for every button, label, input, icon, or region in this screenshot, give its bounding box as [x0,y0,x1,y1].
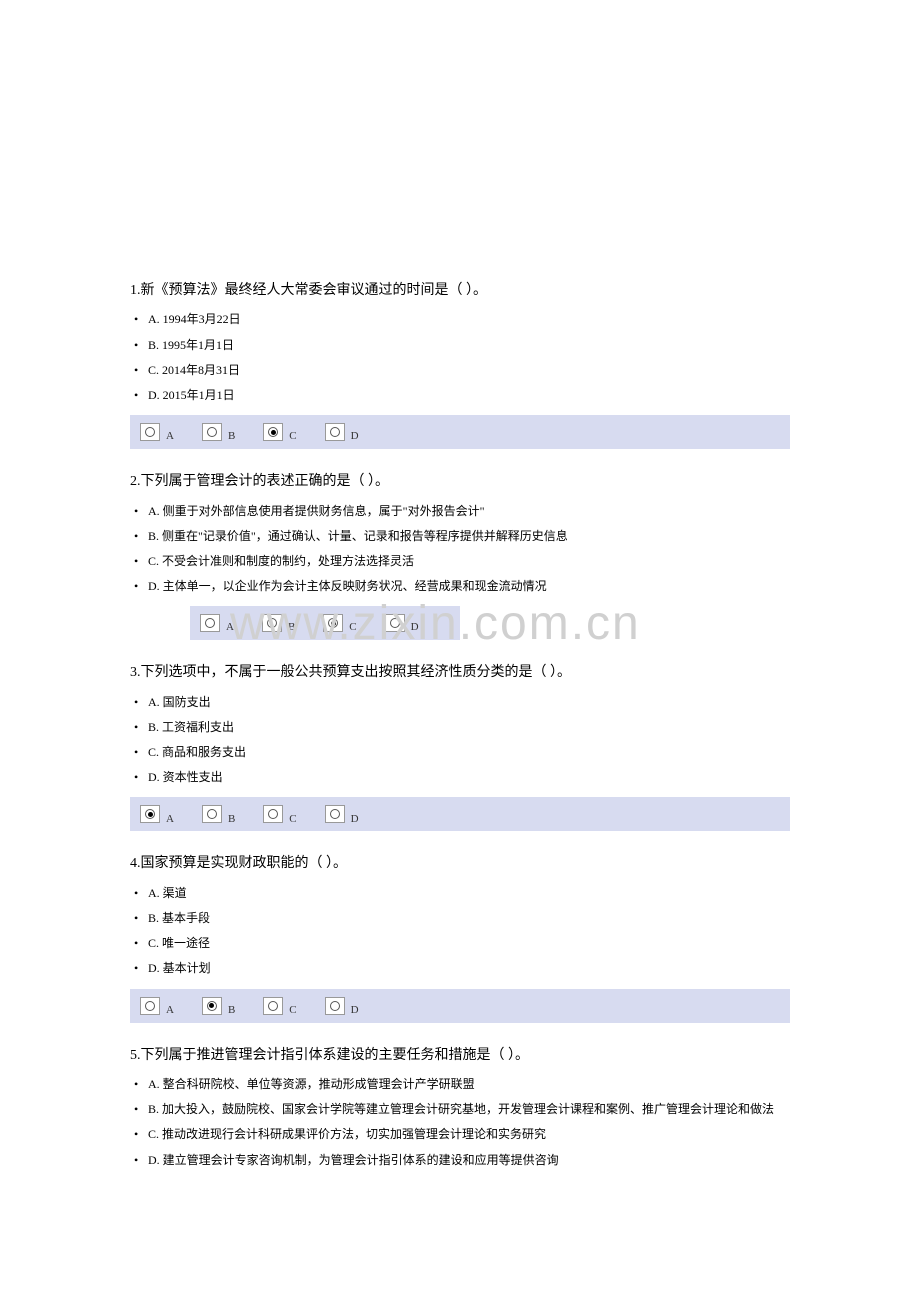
radio-selected-dot [209,1003,214,1008]
radio-label: A [166,1002,174,1020]
radio-option-a[interactable]: A [140,805,174,823]
radio-button[interactable] [325,423,345,441]
radio-row-2: A B C D [190,606,460,640]
radio-button[interactable] [140,997,160,1015]
option-item: C. 不受会计准则和制度的制约，处理方法选择灵活 [130,552,790,571]
radio-label: C [289,1002,296,1020]
radio-label: B [228,1002,235,1020]
options-list-5: A. 整合科研院校、单位等资源，推动形成管理会计产学研联盟 B. 加大投入，鼓励院… [130,1075,790,1170]
option-item: A. 1994年3月22日 [130,310,790,329]
radio-button[interactable] [325,997,345,1015]
radio-button[interactable] [263,997,283,1015]
radio-option-c[interactable]: C [263,997,296,1015]
radio-button[interactable] [140,805,160,823]
options-list-2: A. 侧重于对外部信息使用者提供财务信息，属于"对外报告会计" B. 侧重在"记录… [130,502,790,597]
radio-button[interactable] [202,805,222,823]
radio-option-b[interactable]: B [202,805,235,823]
radio-button[interactable] [325,805,345,823]
option-item: B. 1995年1月1日 [130,336,790,355]
radio-label: A [226,619,234,637]
radio-button[interactable] [323,614,343,632]
option-item: B. 侧重在"记录价值"，通过确认、计量、记录和报告等程序提供并解释历史信息 [130,527,790,546]
radio-button[interactable] [202,423,222,441]
radio-option-c[interactable]: C [263,423,296,441]
radio-label: C [289,811,296,829]
radio-selected-dot [148,812,153,817]
radio-option-c[interactable]: C [263,805,296,823]
radio-button[interactable] [140,423,160,441]
options-list-4: A. 渠道 B. 基本手段 C. 唯一途径 D. 基本计划 [130,884,790,979]
option-item: A. 国防支出 [130,693,790,712]
radio-option-d[interactable]: D [385,614,419,632]
option-item: B. 工资福利支出 [130,718,790,737]
option-item: C. 2014年8月31日 [130,361,790,380]
radio-option-a[interactable]: A [140,997,174,1015]
radio-button[interactable] [263,805,283,823]
radio-option-d[interactable]: D [325,423,359,441]
radio-row-3: A B C D [130,797,790,831]
radio-label: D [411,619,419,637]
radio-option-a[interactable]: A [140,423,174,441]
option-item: D. 资本性支出 [130,768,790,787]
radio-row-4: A B C D [130,989,790,1023]
radio-option-b[interactable]: B [262,614,295,632]
radio-option-b[interactable]: B [202,423,235,441]
radio-label: A [166,811,174,829]
radio-label: D [351,428,359,446]
option-item: B. 加大投入，鼓励院校、国家会计学院等建立管理会计研究基地，开发管理会计课程和… [130,1100,790,1119]
radio-selected-dot [331,621,336,626]
radio-label: C [289,428,296,446]
radio-option-c[interactable]: C [323,614,356,632]
option-item: D. 2015年1月1日 [130,386,790,405]
option-item: A. 侧重于对外部信息使用者提供财务信息，属于"对外报告会计" [130,502,790,521]
option-item: D. 主体单一，以企业作为会计主体反映财务状况、经营成果和现金流动情况 [130,577,790,596]
radio-option-a[interactable]: A [200,614,234,632]
question-title-5: 5.下列属于推进管理会计指引体系建设的主要任务和措施是（ ）。 [130,1045,790,1067]
radio-button[interactable] [262,614,282,632]
radio-label: D [351,1002,359,1020]
radio-option-d[interactable]: D [325,997,359,1015]
option-item: C. 唯一途径 [130,934,790,953]
radio-button[interactable] [385,614,405,632]
radio-button[interactable] [200,614,220,632]
radio-selected-dot [271,430,276,435]
radio-button[interactable] [202,997,222,1015]
option-item: B. 基本手段 [130,909,790,928]
option-item: C. 商品和服务支出 [130,743,790,762]
option-item: C. 推动改进现行会计科研成果评价方法，切实加强管理会计理论和实务研究 [130,1125,790,1144]
radio-button[interactable] [263,423,283,441]
option-item: D. 建立管理会计专家咨询机制，为管理会计指引体系的建设和应用等提供咨询 [130,1151,790,1170]
radio-label: B [228,428,235,446]
radio-label: D [351,811,359,829]
radio-label: C [349,619,356,637]
radio-option-b[interactable]: B [202,997,235,1015]
radio-label: B [228,811,235,829]
options-list-1: A. 1994年3月22日 B. 1995年1月1日 C. 2014年8月31日 D.… [130,310,790,405]
radio-row-1: A B C D [130,415,790,449]
radio-label: B [288,619,295,637]
question-title-2: 2.下列属于管理会计的表述正确的是（ ）。 [130,471,790,493]
option-item: D. 基本计划 [130,959,790,978]
radio-label: A [166,428,174,446]
question-title-3: 3.下列选项中，不属于一般公共预算支出按照其经济性质分类的是（ ）。 [130,662,790,684]
option-item: A. 渠道 [130,884,790,903]
radio-option-d[interactable]: D [325,805,359,823]
question-title-1: 1.新《预算法》最终经人大常委会审议通过的时间是（ ）。 [130,280,790,302]
option-item: A. 整合科研院校、单位等资源，推动形成管理会计产学研联盟 [130,1075,790,1094]
options-list-3: A. 国防支出 B. 工资福利支出 C. 商品和服务支出 D. 资本性支出 [130,693,790,788]
question-title-4: 4.国家预算是实现财政职能的（ ）。 [130,853,790,875]
